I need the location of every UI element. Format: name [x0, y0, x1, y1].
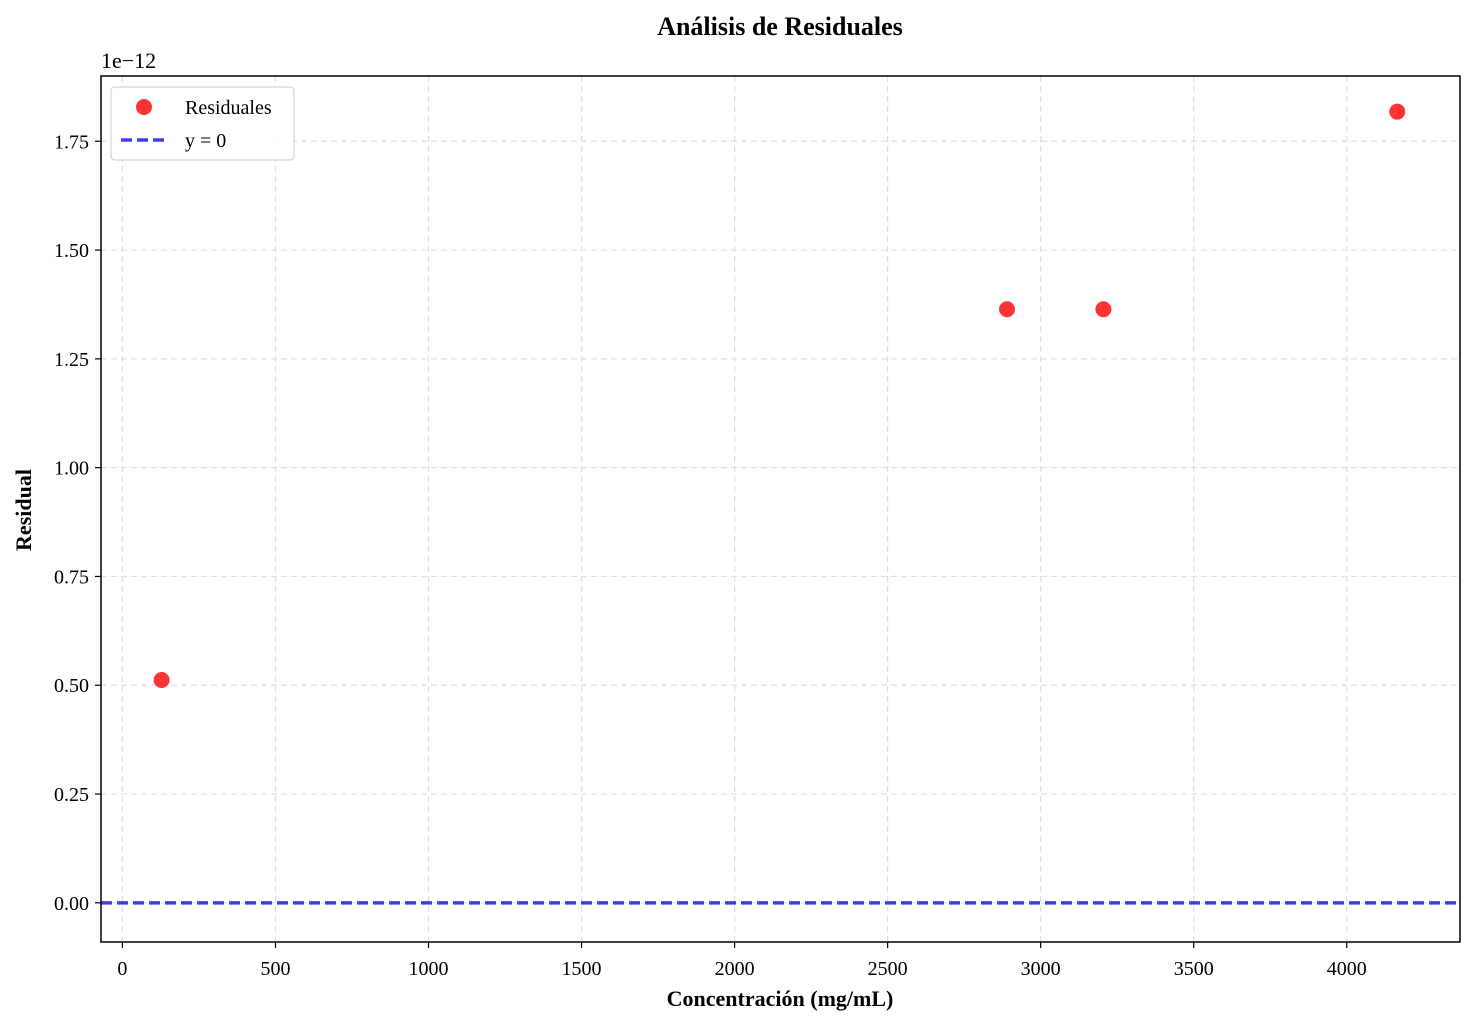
- y-tick-label: 0.50: [54, 675, 89, 697]
- legend-marker-residuales: [136, 99, 152, 115]
- x-tick-label: 1500: [562, 958, 602, 980]
- x-tick-label: 3500: [1174, 958, 1214, 980]
- y-axis-label: Residual: [11, 469, 36, 551]
- scatter-point: [153, 672, 170, 689]
- x-axis-label: Concentración (mg/mL): [667, 986, 894, 1011]
- legend: Residuales y = 0: [110, 86, 295, 161]
- x-tick-label: 2000: [715, 958, 755, 980]
- y-tick-label: 0.25: [54, 784, 89, 806]
- y-tick-label: 1.00: [54, 458, 89, 480]
- x-tick-label: 500: [260, 958, 290, 980]
- x-tick-label: 1000: [409, 958, 449, 980]
- y-tick-label: 1.50: [54, 240, 89, 262]
- scatter-point: [1389, 103, 1406, 120]
- plot-area-frame: [100, 75, 1461, 943]
- x-tick-label: 4000: [1327, 958, 1367, 980]
- x-axis-ticks: 0 500 1000 1500 2000 2500 3000 3500 4000: [117, 942, 1367, 980]
- scatter-point: [1095, 301, 1112, 318]
- y-axis-ticks: 0.00 0.25 0.50 0.75 1.00 1.25 1.50 1.75: [54, 131, 101, 915]
- y-tick-label: 0.00: [54, 893, 89, 915]
- x-tick-label: 2500: [868, 958, 908, 980]
- legend-label-y-zero: y = 0: [185, 130, 226, 152]
- y-tick-label: 1.75: [54, 131, 89, 153]
- grid-lines: [101, 76, 1460, 942]
- legend-label-residuales: Residuales: [185, 97, 272, 119]
- y-tick-label: 1.25: [54, 349, 89, 371]
- y-tick-label: 0.75: [54, 566, 89, 588]
- scatter-point: [999, 301, 1015, 318]
- data-points: [153, 103, 1406, 689]
- x-tick-label: 3000: [1021, 958, 1061, 980]
- y-axis-offset-label: 1e−12: [101, 48, 156, 73]
- x-tick-label: 0: [117, 958, 127, 980]
- chart-title: Análisis de Residuales: [657, 12, 903, 41]
